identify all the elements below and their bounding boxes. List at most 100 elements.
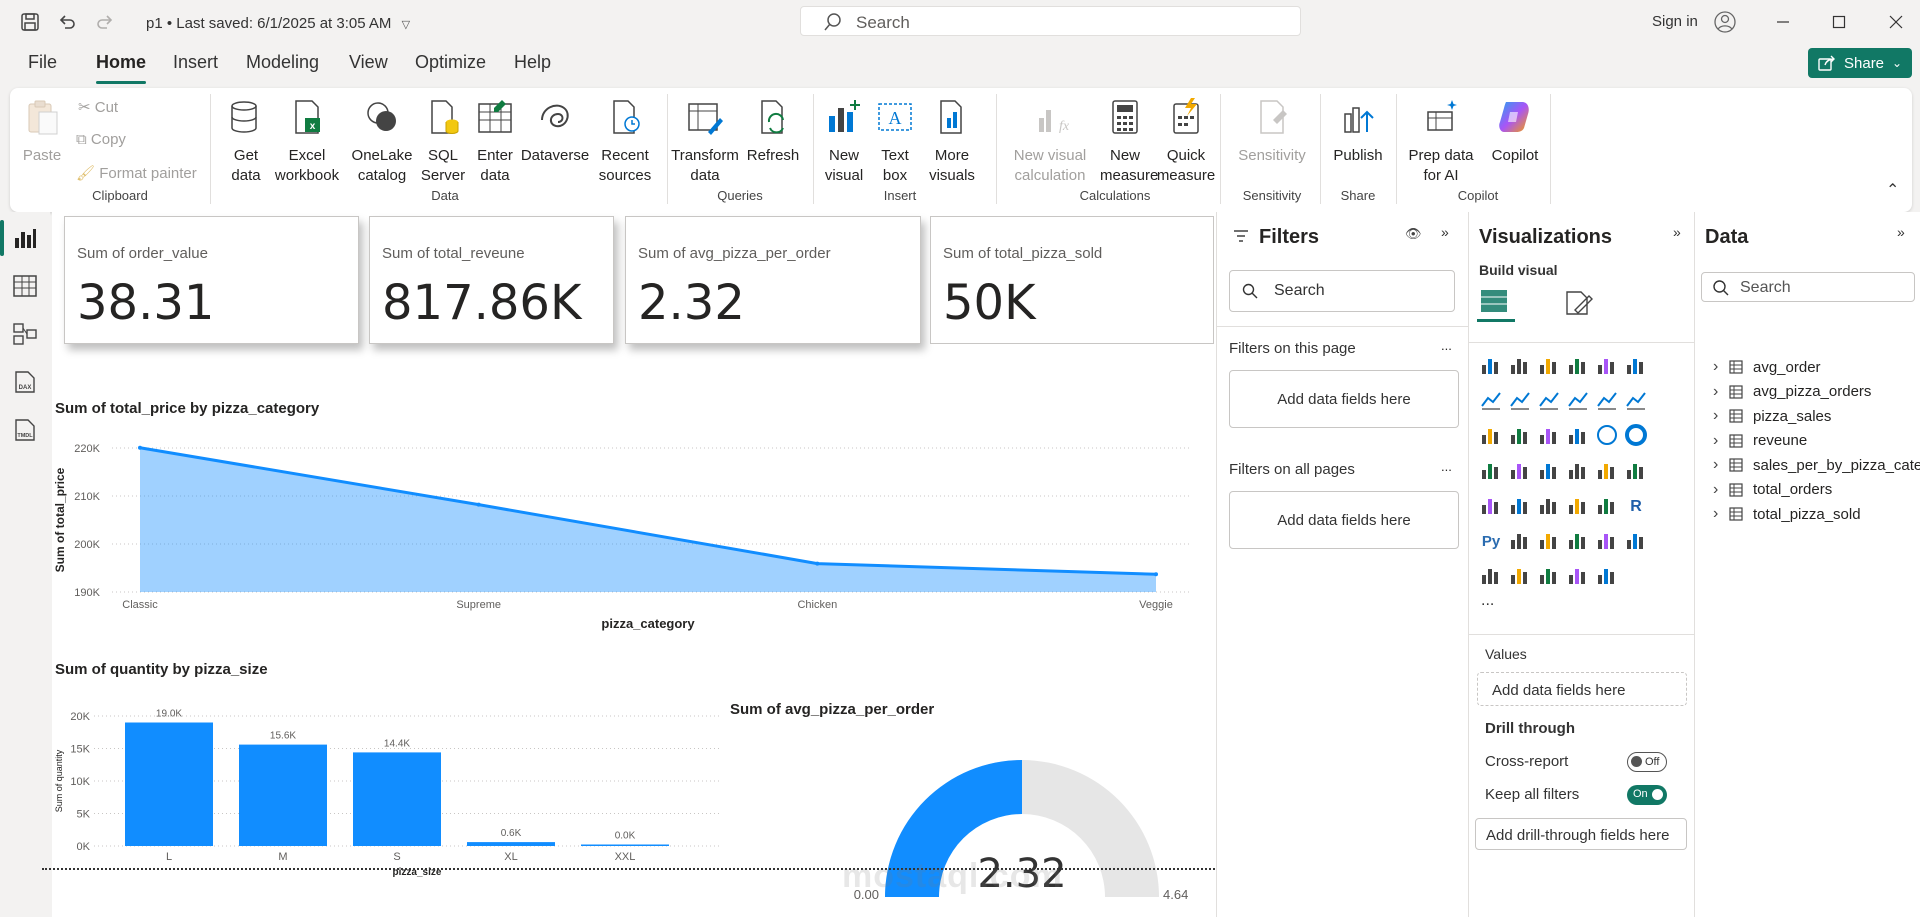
eye-icon[interactable]: 👁 — [1405, 226, 1422, 241]
menu-file[interactable]: File — [28, 52, 58, 72]
smart-narrative-icon[interactable] — [1595, 528, 1619, 552]
collapse-filters-icon[interactable]: » — [1441, 224, 1449, 240]
treemap-icon[interactable] — [1479, 458, 1503, 482]
build-visual-tab[interactable] — [1477, 286, 1515, 322]
minimize-icon[interactable] — [1771, 10, 1795, 34]
map-icon[interactable] — [1508, 458, 1532, 482]
undo-icon[interactable] — [55, 10, 79, 34]
bar[interactable] — [581, 844, 669, 847]
maximize-icon[interactable] — [1827, 10, 1851, 34]
key-influencers-icon[interactable] — [1508, 528, 1532, 552]
collapse-ribbon-icon[interactable]: ⌃ — [1886, 182, 1900, 199]
format-visual-tab[interactable] — [1561, 288, 1595, 323]
gauge-chart[interactable]: 2.32 0.00 4.64 — [752, 717, 1212, 917]
line-and-stacked-column-chart-icon[interactable] — [1595, 388, 1619, 412]
account-icon[interactable] — [1713, 10, 1737, 34]
kpi-card-avg-pizza-per-order[interactable]: Sum of avg_pizza_per_order 2.32 — [625, 216, 921, 344]
filters-search-input[interactable]: Search — [1229, 270, 1455, 312]
waterfall-chart-icon[interactable] — [1508, 423, 1532, 447]
data-table-item[interactable]: › total_orders — [1713, 481, 1832, 499]
onelake-catalog-button[interactable]: OneLake catalog — [347, 98, 417, 186]
bar-chart[interactable]: 0K 5K 10K 15K 20K 19.0K L 15.6K M 14.4K S 0.6K XL 0.0… — [52, 682, 732, 882]
bar[interactable] — [239, 744, 327, 846]
stacked-column-chart-icon[interactable] — [1508, 353, 1532, 377]
python-visual-icon[interactable]: Py — [1479, 528, 1503, 552]
metrics-icon[interactable] — [1624, 528, 1648, 552]
pie-chart-icon[interactable] — [1595, 423, 1619, 447]
cross-report-toggle[interactable]: Off — [1627, 752, 1667, 772]
file-title[interactable]: p1 • Last saved: 6/1/2025 at 3:05 AM ▽ — [146, 15, 410, 32]
funnel-chart-icon[interactable] — [1537, 423, 1561, 447]
100-stacked-column-chart-icon[interactable] — [1624, 353, 1648, 377]
menu-help[interactable]: Help — [514, 52, 552, 72]
report-canvas[interactable]: Sum of order_value 38.31 Sum of total_re… — [42, 212, 1218, 917]
bar[interactable] — [467, 842, 555, 846]
paginated-report-icon[interactable] — [1479, 563, 1503, 587]
text-box-button[interactable]: A Text box — [874, 98, 916, 186]
azure-map-icon[interactable] — [1566, 458, 1590, 482]
donut-chart-icon[interactable] — [1624, 423, 1648, 447]
sensitivity-button[interactable]: Sensitivity — [1232, 98, 1312, 166]
data-table-item[interactable]: › sales_per_by_pizza_cate — [1713, 456, 1920, 474]
scatter-chart-icon[interactable] — [1566, 423, 1590, 447]
gauge-icon[interactable] — [1595, 458, 1619, 482]
data-table-item[interactable]: › total_pizza_sold — [1713, 505, 1861, 523]
card-new-icon[interactable] — [1508, 563, 1532, 587]
copilot-button[interactable]: Copilot — [1480, 98, 1550, 166]
menu-insert[interactable]: Insert — [173, 52, 219, 72]
chevron-right-icon[interactable]: › — [1713, 480, 1719, 498]
area-point[interactable] — [138, 445, 142, 450]
area-point[interactable] — [1154, 572, 1158, 577]
excel-workbook-button[interactable]: x Excel workbook — [272, 98, 342, 186]
menu-modeling[interactable]: Modeling — [246, 52, 320, 72]
format-painter-button[interactable]: 🖌 Format painter — [76, 164, 197, 182]
area-chart-icon[interactable] — [1508, 388, 1532, 412]
prep-data-for-ai-button[interactable]: Prep data for AI — [1398, 98, 1484, 186]
bar[interactable] — [353, 752, 441, 846]
slicer-icon[interactable] — [1537, 493, 1561, 517]
close-icon[interactable] — [1884, 10, 1908, 34]
save-icon[interactable] — [18, 10, 42, 34]
data-table-item[interactable]: › pizza_sales — [1713, 407, 1831, 425]
menu-optimize[interactable]: Optimize — [415, 52, 487, 72]
chevron-right-icon[interactable]: › — [1713, 456, 1719, 473]
power-automate-icon[interactable] — [1595, 563, 1619, 587]
gauge-fill[interactable] — [885, 760, 1022, 897]
100-stacked-bar-chart-icon[interactable] — [1595, 353, 1619, 377]
matrix-icon[interactable] — [1595, 493, 1619, 517]
dataverse-button[interactable]: Dataverse — [515, 98, 595, 166]
tmdl-view-icon[interactable]: TMDL — [12, 418, 38, 442]
qa-visual-icon[interactable] — [1566, 528, 1590, 552]
decomposition-tree-icon[interactable] — [1537, 528, 1561, 552]
kpi-card-total-pizza-sold[interactable]: Sum of total_pizza_sold 50K — [930, 216, 1214, 344]
bar[interactable] — [125, 722, 213, 847]
table-icon[interactable] — [1566, 493, 1590, 517]
multi-row-card-icon[interactable] — [1479, 493, 1503, 517]
chevron-right-icon[interactable]: › — [1713, 407, 1719, 424]
top-search-input[interactable]: Search — [800, 6, 1301, 36]
dax-query-view-icon[interactable]: DAX — [12, 370, 38, 394]
paste-button[interactable]: Paste — [22, 98, 62, 166]
line-and-clustered-column-chart-icon[interactable] — [1624, 388, 1648, 412]
sign-in-link[interactable]: Sign in — [1652, 13, 1698, 30]
slicer-new-icon[interactable] — [1537, 563, 1561, 587]
publish-button[interactable]: Publish — [1328, 98, 1388, 166]
kpi-card-total-revenue[interactable]: Sum of total_reveune 817.86K — [369, 216, 614, 344]
menu-home[interactable]: Home — [96, 52, 147, 84]
filled-map-icon[interactable] — [1537, 458, 1561, 482]
more-options-icon[interactable]: ... — [1441, 459, 1452, 474]
new-visual-button[interactable]: New visual — [822, 98, 866, 186]
data-table-item[interactable]: › reveune — [1713, 432, 1807, 450]
stacked-bar-chart-icon[interactable] — [1479, 353, 1503, 377]
area-chart[interactable]: 190K 200K 210K 220K Classic Supreme Chicken Veg… — [52, 432, 1216, 672]
table-view-icon[interactable] — [12, 274, 38, 298]
new-visual-calculation-button[interactable]: fx New visual calculation — [1005, 98, 1095, 186]
chevron-right-icon[interactable]: › — [1713, 358, 1719, 375]
new-measure-button[interactable]: New measure — [1100, 98, 1158, 186]
kpi-card-order-value[interactable]: Sum of order_value 38.31 — [64, 216, 359, 344]
recent-sources-button[interactable]: Recent sources — [590, 98, 660, 186]
collapse-data-icon[interactable]: » — [1897, 224, 1905, 240]
menu-view[interactable]: View — [349, 52, 388, 72]
quick-measure-button[interactable]: Quick measure — [1156, 98, 1216, 186]
cut-button[interactable]: ✂ Cut — [78, 98, 118, 116]
